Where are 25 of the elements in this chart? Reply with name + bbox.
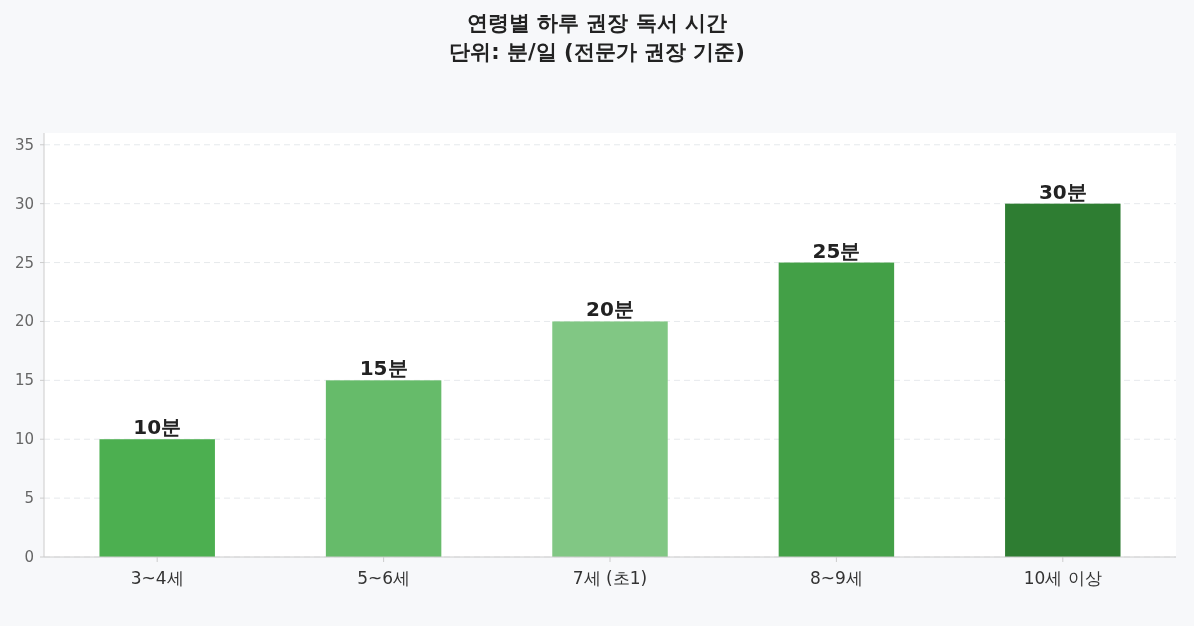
chart-subtitle: 단위: 분/일 (전문가 권장 기준): [449, 40, 745, 64]
bar: [325, 380, 442, 557]
bar: [778, 262, 895, 557]
x-tick-label: 8~9세: [809, 568, 863, 588]
x-tick-label: 7세 (초1): [572, 568, 648, 588]
data-label: 20분: [586, 297, 634, 322]
y-tick-label: 5: [24, 489, 34, 508]
y-tick-label: 0: [24, 548, 34, 566]
bar: [1005, 203, 1121, 557]
data-label: 30분: [1038, 179, 1087, 204]
y-tick-label: 35: [14, 135, 34, 154]
data-label: 10분: [133, 415, 182, 440]
y-tick-label: 15: [14, 371, 34, 390]
data-label: 25분: [812, 238, 861, 263]
x-tick-label: 3~4세: [130, 568, 184, 588]
y-tick-label: 25: [14, 253, 34, 272]
x-tick-label: 10세 이상: [1023, 568, 1102, 588]
y-tick-label: 30: [14, 194, 34, 213]
bar: [552, 321, 668, 557]
bar: [99, 439, 215, 557]
data-label: 15분: [359, 356, 408, 381]
y-tick-label: 20: [14, 312, 34, 331]
chart-title: 연령별 하루 권장 독서 시간: [466, 11, 728, 35]
y-tick-label: 10: [14, 430, 34, 449]
x-tick-label: 5~6세: [357, 568, 411, 588]
